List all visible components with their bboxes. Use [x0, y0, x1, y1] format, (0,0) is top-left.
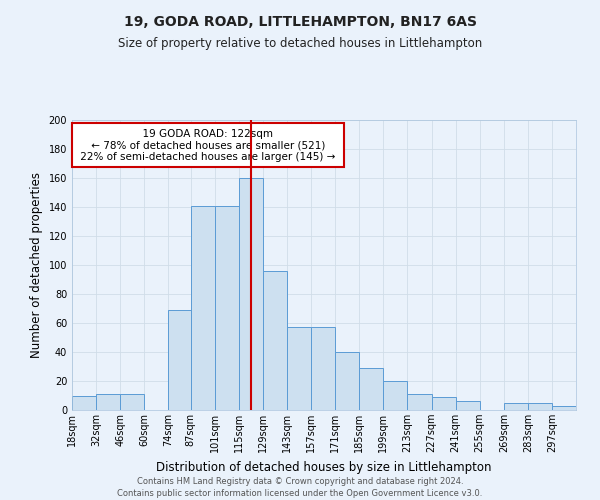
Bar — [504, 403, 528, 410]
Bar — [407, 394, 431, 410]
Text: 19 GODA ROAD: 122sqm  
 ← 78% of detached houses are smaller (521) 
 22% of semi: 19 GODA ROAD: 122sqm ← 78% of detached h… — [77, 128, 339, 162]
Bar — [169, 310, 191, 410]
Bar — [120, 394, 144, 410]
Text: Contains HM Land Registry data © Crown copyright and database right 2024.: Contains HM Land Registry data © Crown c… — [137, 478, 463, 486]
Y-axis label: Number of detached properties: Number of detached properties — [30, 172, 43, 358]
Bar — [72, 396, 96, 410]
X-axis label: Distribution of detached houses by size in Littlehampton: Distribution of detached houses by size … — [156, 460, 492, 473]
Bar — [215, 206, 239, 410]
Bar — [191, 206, 215, 410]
Bar — [455, 402, 479, 410]
Bar — [383, 381, 407, 410]
Bar — [96, 394, 120, 410]
Bar — [263, 271, 287, 410]
Bar — [311, 328, 335, 410]
Bar — [552, 406, 576, 410]
Text: 19, GODA ROAD, LITTLEHAMPTON, BN17 6AS: 19, GODA ROAD, LITTLEHAMPTON, BN17 6AS — [124, 15, 476, 29]
Bar — [359, 368, 383, 410]
Bar — [335, 352, 359, 410]
Bar — [239, 178, 263, 410]
Bar — [287, 328, 311, 410]
Bar — [431, 397, 455, 410]
Bar — [528, 403, 552, 410]
Text: Size of property relative to detached houses in Littlehampton: Size of property relative to detached ho… — [118, 38, 482, 51]
Text: Contains public sector information licensed under the Open Government Licence v3: Contains public sector information licen… — [118, 489, 482, 498]
